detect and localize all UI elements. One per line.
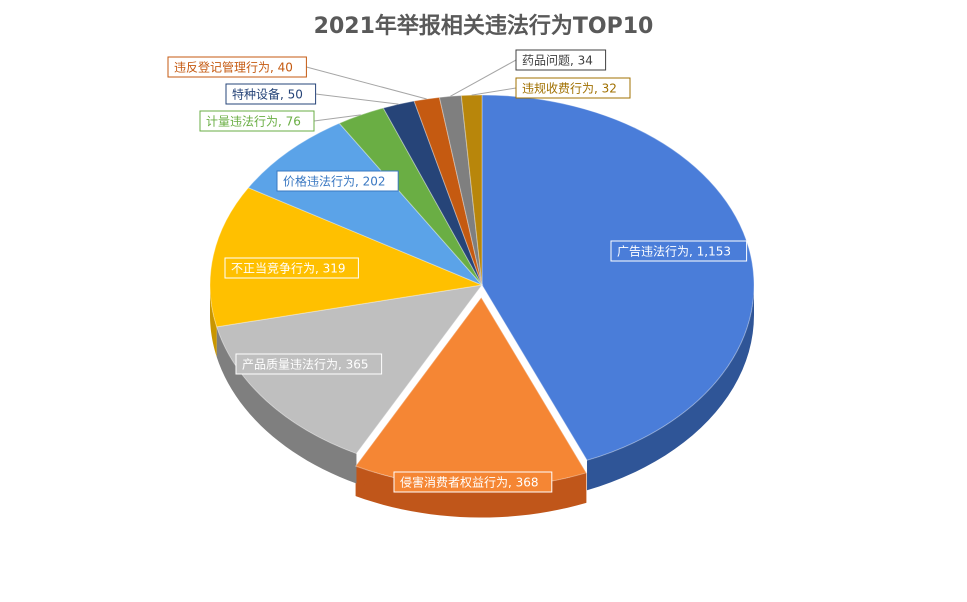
pie-slice[interactable] [481,94,755,461]
data-label-text: 价格违法行为, 202 [283,174,386,189]
pie-slice-side [216,326,357,484]
data-label: 产品质量违法行为, 365 [235,353,383,375]
data-label: 违反登记管理行为, 40 [167,56,307,78]
data-label-box [515,77,631,99]
data-label-box [610,240,748,262]
data-label-text: 违规收费行为, 32 [522,81,617,96]
data-label: 广告违法行为, 1,153 [610,240,748,262]
data-label: 价格违法行为, 202 [276,170,399,192]
data-label: 特种设备, 50 [225,83,317,105]
data-label-text: 药品问题, 34 [522,54,593,68]
data-label-layer: 广告违法行为, 1,153 侵害消费者权益行为, 368 产品质量违法行为, 365… [167,49,748,493]
pie-slice[interactable] [209,187,484,328]
leader-line [306,66,427,100]
data-label-box [225,83,317,105]
data-label: 计量违法行为, 76 [199,110,315,132]
data-label: 违规收费行为, 32 [515,77,631,99]
data-label-text: 违反登记管理行为, 40 [174,60,293,75]
leader-line [450,59,517,97]
chart-title: 2021年举报相关违法行为TOP10 [313,14,654,39]
data-label-text: 侵害消费者权益行为, 368 [400,475,539,490]
pie-slice-side [210,285,217,357]
data-label: 侵害消费者权益行为, 368 [393,471,553,493]
leader-line [313,114,361,122]
data-label-box [515,49,607,71]
leader-line [471,87,517,96]
pie-slice[interactable] [247,122,483,286]
data-label-box [235,353,383,375]
data-label-box [276,170,399,192]
data-label-box [199,110,315,132]
data-label-text: 产品质量违法行为, 365 [242,358,369,372]
leader-line-layer [306,59,517,122]
data-label-box [393,471,553,493]
data-label-text: 不正当竞争行为, 319 [231,262,346,276]
leader-line [315,93,399,105]
data-label-text: 计量违法行为, 76 [206,115,301,129]
data-label-text: 广告违法行为, 1,153 [617,245,731,259]
pie-slice-side [587,285,754,491]
data-label-box [224,257,359,279]
data-label: 不正当竞争行为, 319 [224,257,359,279]
data-label-text: 特种设备, 50 [232,87,303,102]
data-label: 药品问题, 34 [515,49,607,71]
data-label-box [167,56,307,78]
